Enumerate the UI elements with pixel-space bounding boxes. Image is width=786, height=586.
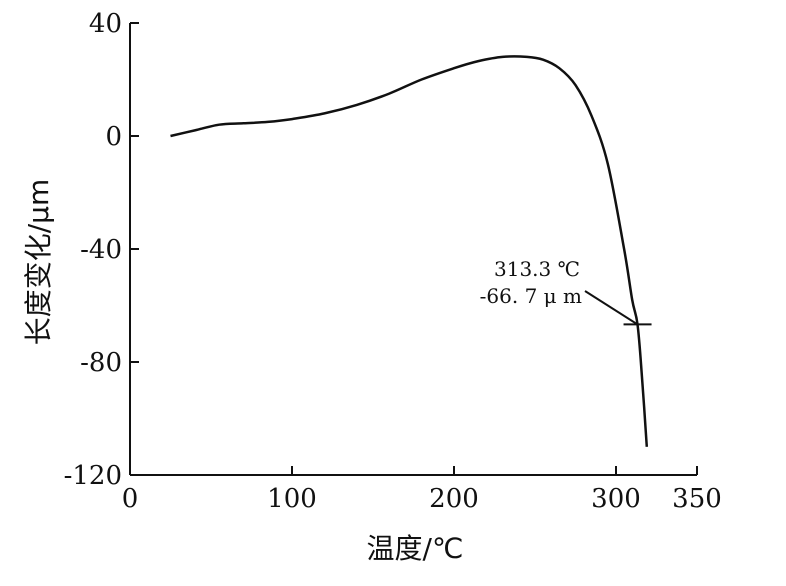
x-tick-label: 200 xyxy=(429,484,479,514)
x-tick-label: 350 xyxy=(672,484,722,514)
annotation-length: -66. 7 μ m xyxy=(480,284,582,308)
y-tick-label: -80 xyxy=(80,348,122,378)
annotation-temperature: 313.3 ℃ xyxy=(494,257,580,281)
annotation: 313.3 ℃ -66. 7 μ m xyxy=(480,257,652,326)
y-axis-title: 长度变化/μm xyxy=(22,179,55,346)
y-tick-label: -120 xyxy=(64,461,122,491)
axes xyxy=(129,23,697,476)
y-tick-label: 0 xyxy=(105,122,122,152)
x-tick-label: 0 xyxy=(122,484,139,514)
x-tick-label: 100 xyxy=(267,484,317,514)
series xyxy=(170,55,649,447)
annotation-leader-line xyxy=(584,290,639,326)
y-tick-label: 40 xyxy=(89,9,122,39)
y-tick-label: -40 xyxy=(80,235,122,265)
x-axis-title: 温度/℃ xyxy=(367,532,464,565)
x-tick-label: 300 xyxy=(591,484,641,514)
series-line xyxy=(170,55,649,447)
